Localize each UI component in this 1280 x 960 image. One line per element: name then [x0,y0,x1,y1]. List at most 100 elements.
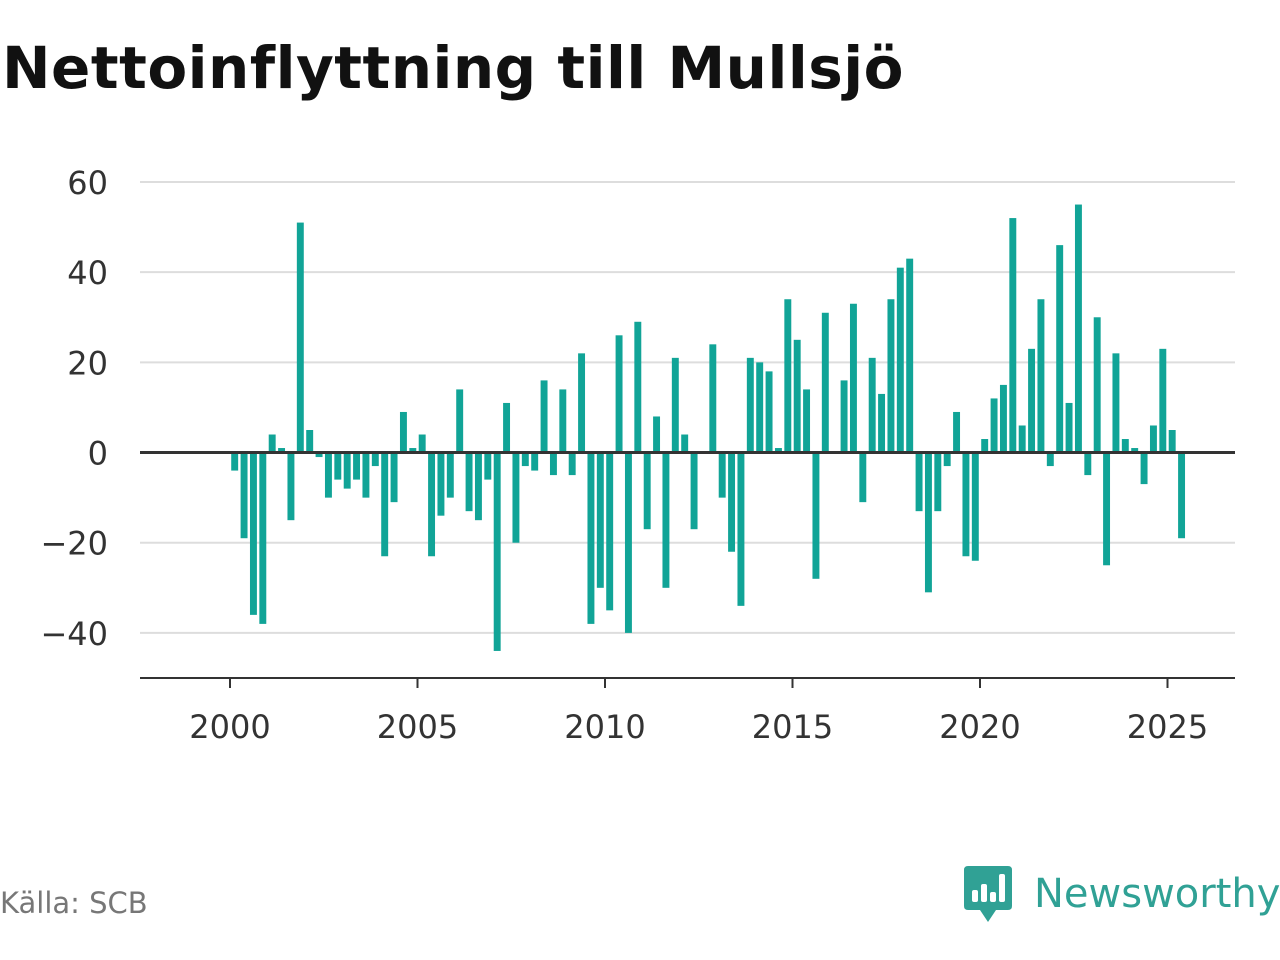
bar [671,357,679,453]
bar [249,452,257,615]
bar [1056,245,1064,453]
x-tick-label: 2015 [752,708,833,746]
bar [296,222,304,453]
bar [896,267,904,453]
bar [1178,452,1186,539]
bar [981,439,989,453]
brand: Newsworthy [962,862,1280,926]
bar [324,452,332,498]
bar [1074,204,1082,453]
tick-labels: −40 −20 0 20 40 60 2000 2005 2010 2015 2020 2025 [40,164,1208,746]
bar [924,452,932,593]
bar [634,321,642,453]
bars [231,204,1186,651]
bar [643,452,651,530]
x-tick-label: 2020 [939,708,1020,746]
newsworthy-logo-icon [964,866,1012,922]
brand-name: Newsworthy [1034,871,1280,917]
bar [484,452,492,480]
y-tick-label: −40 [40,615,108,653]
bar [381,452,389,557]
bar [587,452,595,624]
bar [1168,430,1176,453]
bar [803,389,811,453]
bar [915,452,923,512]
bar [549,452,557,476]
axes [140,451,1235,688]
bar [1159,348,1167,453]
bar [399,411,407,453]
bar [1149,425,1157,453]
bar [559,389,567,453]
x-tick-label: 2005 [377,708,458,746]
bar [840,380,848,453]
bar [306,430,314,453]
bar [578,353,586,453]
y-tick-label: 60 [67,164,108,202]
bar [681,434,689,453]
bar [849,303,857,453]
bar [812,452,820,579]
bar [1018,425,1026,453]
bar [353,452,361,480]
bar [709,344,717,453]
bar [606,452,614,611]
bar [362,452,370,498]
bar [728,452,736,552]
bar [437,452,445,516]
bar [1037,299,1045,453]
bar [521,452,529,467]
bar [268,434,276,453]
bar [1140,452,1148,485]
bar [596,452,604,588]
bar [859,452,867,503]
bar [765,371,773,453]
bar [231,452,239,471]
x-tick-label: 2000 [189,708,270,746]
bar [953,411,961,453]
bar [493,452,501,651]
bar [278,448,286,453]
x-tick-label: 2010 [564,708,645,746]
bar [418,434,426,453]
bar [756,362,764,453]
bar [971,452,979,561]
bar [793,339,801,453]
bar [878,393,886,453]
bar [456,389,464,453]
bar [287,452,295,521]
bar [662,452,670,588]
bar [428,452,436,557]
bar [240,452,248,539]
bar [503,402,511,453]
bar [653,416,661,453]
bar [474,452,482,521]
bar [1103,452,1111,566]
bar [934,452,942,512]
bar [1065,402,1073,453]
bar [540,380,548,453]
bar [315,452,323,458]
bar [1028,348,1036,453]
bar [821,312,829,453]
source-note: Källa: SCB [0,886,148,920]
bar [1084,452,1092,476]
bar [1093,317,1101,453]
bar [390,452,398,503]
bar [1112,353,1120,453]
chart-title: Nettoinflyttning till Mullsjö [2,34,904,102]
bar [774,448,782,453]
bar [962,452,970,557]
bar [746,357,754,453]
bar [512,452,520,543]
gridlines [140,181,1235,634]
bar [259,452,267,624]
bar [1009,218,1017,453]
bar [943,452,951,467]
bar [371,452,379,467]
bar [868,357,876,453]
y-tick-label: 20 [67,344,108,382]
bar [784,299,792,453]
bar [615,335,623,453]
bar [446,452,454,498]
